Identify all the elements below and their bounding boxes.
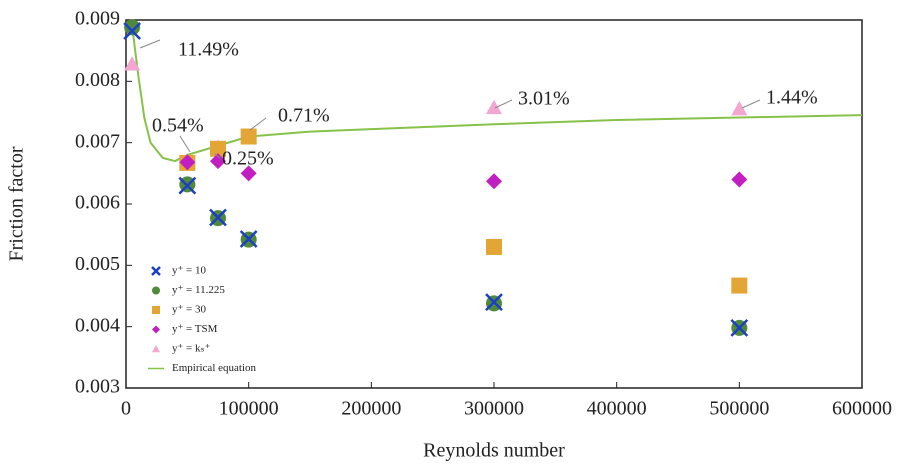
point-x <box>151 266 161 276</box>
x-tick-label: 100000 <box>219 398 279 420</box>
annotation-leader <box>741 99 761 109</box>
plot-frame <box>125 19 863 389</box>
annotation: 0.54% <box>152 115 204 137</box>
annotation-leader <box>249 117 267 131</box>
point-square <box>240 128 257 145</box>
annotation: 0.71% <box>278 105 330 127</box>
annotation: 11.49% <box>178 39 239 61</box>
point-square <box>731 277 748 294</box>
point-diamond <box>731 171 748 188</box>
point-diamond <box>486 173 502 190</box>
y-tick-label: 0.004 <box>75 314 120 336</box>
x-tick-label: 600000 <box>832 398 892 420</box>
y-tick-label: 0.006 <box>75 192 120 214</box>
point-square <box>486 238 502 255</box>
annotation: 1.44% <box>766 87 818 109</box>
point-x <box>123 22 142 40</box>
point-diamond <box>179 154 196 171</box>
point-triangle <box>731 100 748 116</box>
legend-label: y⁺ = 30 <box>172 304 207 316</box>
annotation: 3.01% <box>518 88 570 110</box>
annotation-leader <box>139 39 161 49</box>
legend-label: Empirical equation <box>172 362 256 374</box>
point-x <box>209 208 227 227</box>
point-triangle <box>124 56 141 71</box>
x-tick-label: 200000 <box>341 398 401 420</box>
y-tick-label: 0.007 <box>75 130 120 152</box>
point-square <box>210 140 226 157</box>
y-tick-label: 0.008 <box>75 69 120 91</box>
x-tick-label: 300000 <box>464 398 524 420</box>
point-x <box>485 293 503 312</box>
point-triangle <box>486 99 502 115</box>
legend-label: y⁺ = kₛ⁺ <box>172 343 211 355</box>
point-circle <box>152 286 160 295</box>
x-tick-label: 500000 <box>709 398 769 420</box>
y-tick-label: 0.003 <box>75 376 120 398</box>
legend-label: y⁺ = 10 <box>172 265 207 277</box>
point-x <box>730 319 749 337</box>
annotation-leader <box>494 99 513 109</box>
y-tick-label: 0.005 <box>75 253 120 275</box>
x-tick-label: 400000 <box>587 398 647 420</box>
legend: y⁺ = 10 y⁺ = 11.225 y⁺ = 30 y⁺ = TSM y⁺ = kₛ… <box>148 265 256 374</box>
point-x <box>178 176 197 195</box>
annotation: 0.25% <box>222 148 274 170</box>
point-diamond <box>210 153 226 170</box>
point-triangle <box>152 345 160 353</box>
annotation-leader <box>214 153 221 159</box>
x-tick-label: 0 <box>121 398 131 420</box>
y-tick-label: 0.009 <box>75 8 120 30</box>
x-axis-label: Reynolds number <box>423 440 565 462</box>
point-diamond <box>240 165 257 182</box>
annotation-leader <box>179 135 191 153</box>
point-diamond <box>152 325 160 334</box>
point-square <box>152 306 160 314</box>
point-circle <box>124 19 141 36</box>
point-x <box>239 230 258 248</box>
y-axis-label: Friction factor <box>6 146 28 261</box>
legend-label: y⁺ = TSM <box>172 323 218 335</box>
legend-label: y⁺ = 11.225 <box>172 284 225 296</box>
